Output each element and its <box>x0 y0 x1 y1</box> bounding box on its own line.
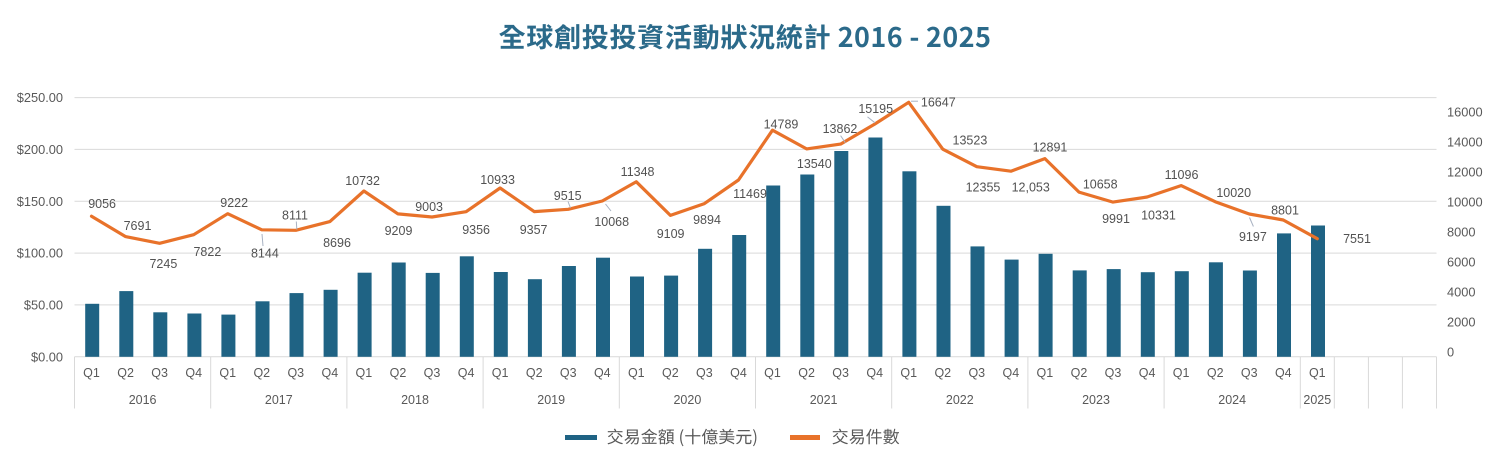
svg-text:Q3: Q3 <box>560 366 577 380</box>
svg-text:Q1: Q1 <box>628 366 645 380</box>
svg-text:Q4: Q4 <box>322 366 339 380</box>
svg-text:9356: 9356 <box>462 223 490 237</box>
svg-text:Q1: Q1 <box>900 366 917 380</box>
svg-text:Q3: Q3 <box>287 366 304 380</box>
svg-text:$250.00: $250.00 <box>17 90 63 105</box>
svg-text:13523: 13523 <box>953 133 988 147</box>
svg-text:11469: 11469 <box>733 187 767 201</box>
svg-text:2016: 2016 <box>129 393 157 407</box>
svg-text:6000: 6000 <box>1447 255 1475 270</box>
svg-text:16647: 16647 <box>921 95 956 109</box>
svg-text:12355: 12355 <box>966 181 1001 195</box>
svg-text:9357: 9357 <box>520 223 548 237</box>
svg-text:Q2: Q2 <box>117 366 134 380</box>
svg-text:10658: 10658 <box>1083 178 1118 192</box>
svg-text:8144: 8144 <box>251 247 279 261</box>
svg-text:9197: 9197 <box>1239 230 1267 244</box>
svg-text:Q3: Q3 <box>424 366 441 380</box>
svg-text:2022: 2022 <box>946 393 974 407</box>
svg-text:10331: 10331 <box>1141 209 1176 223</box>
svg-text:7245: 7245 <box>149 257 177 271</box>
svg-text:2019: 2019 <box>537 393 565 407</box>
svg-text:10732: 10732 <box>345 174 380 188</box>
svg-text:9515: 9515 <box>554 189 582 203</box>
svg-text:Q3: Q3 <box>151 366 168 380</box>
svg-text:Q4: Q4 <box>730 366 747 380</box>
svg-text:Q1: Q1 <box>764 366 781 380</box>
svg-text:Q1: Q1 <box>219 366 236 380</box>
svg-text:Q4: Q4 <box>458 366 475 380</box>
svg-text:2024: 2024 <box>1218 393 1246 407</box>
svg-text:2018: 2018 <box>401 393 429 407</box>
svg-text:10020: 10020 <box>1216 186 1251 200</box>
svg-text:13862: 13862 <box>823 122 858 136</box>
svg-text:Q3: Q3 <box>696 366 713 380</box>
svg-text:Q4: Q4 <box>1139 366 1156 380</box>
svg-text:2000: 2000 <box>1447 315 1475 330</box>
svg-text:$0.00: $0.00 <box>31 349 63 364</box>
svg-text:Q2: Q2 <box>662 366 679 380</box>
svg-text:9894: 9894 <box>693 213 721 227</box>
svg-text:Q2: Q2 <box>798 366 815 380</box>
svg-text:Q2: Q2 <box>1071 366 1088 380</box>
svg-text:9003: 9003 <box>415 200 443 214</box>
svg-text:Q1: Q1 <box>356 366 373 380</box>
svg-text:7691: 7691 <box>124 219 152 233</box>
svg-text:2020: 2020 <box>673 393 701 407</box>
svg-text:12,053: 12,053 <box>1012 181 1050 195</box>
svg-text:10933: 10933 <box>480 173 515 187</box>
svg-text:7551: 7551 <box>1343 232 1371 246</box>
svg-text:13540: 13540 <box>797 157 832 171</box>
svg-text:Q1: Q1 <box>83 366 100 380</box>
svg-text:Q4: Q4 <box>185 366 202 380</box>
svg-text:$100.00: $100.00 <box>17 246 63 261</box>
svg-text:11096: 11096 <box>1165 168 1199 182</box>
svg-text:$150.00: $150.00 <box>17 194 63 209</box>
svg-text:9991: 9991 <box>1102 212 1130 226</box>
svg-text:15195: 15195 <box>858 102 893 116</box>
svg-text:16000: 16000 <box>1447 105 1483 120</box>
svg-text:2025: 2025 <box>1303 393 1331 407</box>
svg-text:Q4: Q4 <box>594 366 611 380</box>
svg-text:Q2: Q2 <box>390 366 407 380</box>
svg-text:8696: 8696 <box>323 236 351 250</box>
svg-text:Q3: Q3 <box>968 366 985 380</box>
svg-text:12891: 12891 <box>1033 141 1068 155</box>
svg-text:Q2: Q2 <box>1207 366 1224 380</box>
svg-text:Q1: Q1 <box>1037 366 1054 380</box>
svg-text:9222: 9222 <box>220 196 248 210</box>
svg-text:10000: 10000 <box>1447 195 1483 210</box>
svg-text:11348: 11348 <box>621 165 655 179</box>
svg-text:Q2: Q2 <box>253 366 270 380</box>
svg-text:Q4: Q4 <box>866 366 883 380</box>
svg-text:Q1: Q1 <box>492 366 509 380</box>
svg-text:Q3: Q3 <box>1105 366 1122 380</box>
svg-text:14789: 14789 <box>764 117 799 131</box>
svg-text:Q4: Q4 <box>1003 366 1020 380</box>
svg-text:0: 0 <box>1447 345 1454 360</box>
svg-text:8000: 8000 <box>1447 225 1475 240</box>
svg-text:$50.00: $50.00 <box>24 297 63 312</box>
svg-text:14000: 14000 <box>1447 135 1483 150</box>
svg-text:Q3: Q3 <box>1241 366 1258 380</box>
svg-text:Q3: Q3 <box>832 366 849 380</box>
svg-text:9056: 9056 <box>88 197 116 211</box>
svg-text:Q2: Q2 <box>934 366 951 380</box>
svg-text:10068: 10068 <box>594 215 629 229</box>
svg-text:8111: 8111 <box>282 208 308 222</box>
svg-text:4000: 4000 <box>1447 285 1475 300</box>
svg-text:Q4: Q4 <box>1275 366 1292 380</box>
svg-text:2017: 2017 <box>265 393 293 407</box>
svg-text:7822: 7822 <box>193 245 221 259</box>
svg-text:2021: 2021 <box>810 393 838 407</box>
svg-text:$200.00: $200.00 <box>17 142 63 157</box>
svg-text:8801: 8801 <box>1271 203 1299 217</box>
svg-text:9109: 9109 <box>657 227 685 241</box>
svg-text:Q2: Q2 <box>526 366 543 380</box>
svg-text:9209: 9209 <box>385 224 413 238</box>
svg-text:Q1: Q1 <box>1309 366 1326 380</box>
svg-text:Q1: Q1 <box>1173 366 1190 380</box>
svg-text:2023: 2023 <box>1082 393 1110 407</box>
svg-text:12000: 12000 <box>1447 165 1483 180</box>
